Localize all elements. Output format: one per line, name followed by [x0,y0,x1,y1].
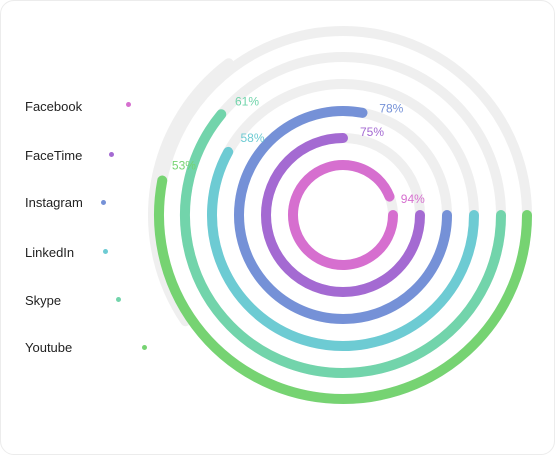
legend-label-youtube: Youtube [25,340,73,355]
data-label-instagram: 78% [379,102,403,116]
legend-dot-instagram [101,200,106,205]
legend-dot-facetime [109,152,114,157]
data-label-youtube: 53% [172,159,196,173]
data-label-facebook: 94% [401,192,425,206]
legend-dot-skype [116,297,121,302]
bar-linkedin[interactable] [207,146,479,351]
data-label-skype: 61% [235,94,259,108]
data-label-linkedin: 58% [241,131,265,145]
bar-facebook[interactable] [288,160,398,270]
data-label-facetime: 75% [360,125,384,139]
legend-label-instagram: Instagram [25,195,83,210]
legend-label-skype: Skype [25,293,62,308]
legend-dot-youtube [142,345,147,350]
bar-youtube[interactable] [154,175,532,404]
legend-dot-facebook [126,102,131,107]
legend-guide-arc [148,58,234,327]
bar-facetime[interactable] [261,133,425,297]
legend-label-facebook: Facebook [25,99,83,114]
legend-label-linkedin: LinkedIn [25,245,75,260]
bar-instagram[interactable] [234,106,452,324]
legend-label-facetime: FaceTime [25,148,83,163]
legend-dot-linkedin [103,249,108,254]
bar-skype[interactable] [180,109,506,378]
